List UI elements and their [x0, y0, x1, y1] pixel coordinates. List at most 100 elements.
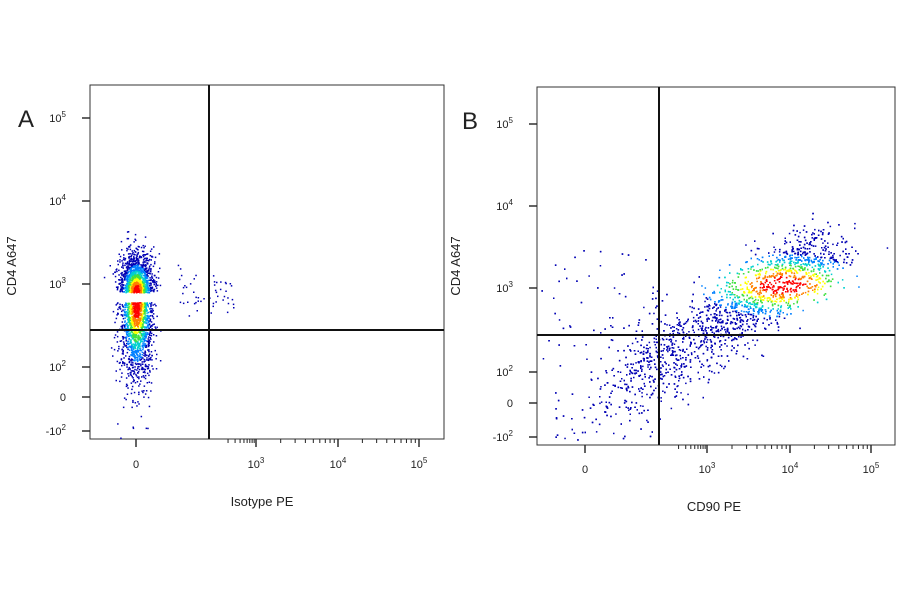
event-point: [140, 276, 143, 278]
event-point: [128, 246, 130, 248]
event-point: [148, 333, 151, 335]
event-point: [686, 348, 688, 350]
event-point: [144, 351, 147, 354]
event-point: [719, 312, 721, 314]
event-point: [144, 254, 147, 256]
event-point: [143, 322, 145, 324]
event-point: [142, 313, 144, 315]
event-point: [149, 337, 151, 339]
event-point: [662, 390, 664, 392]
event-point: [777, 329, 780, 332]
event-point: [704, 336, 706, 338]
event-point: [135, 239, 137, 242]
event-point: [142, 302, 144, 304]
event-point: [131, 388, 133, 391]
event-point: [140, 358, 143, 360]
event-point: [129, 266, 132, 269]
event-point: [148, 349, 150, 351]
event-point: [576, 280, 578, 282]
event-point: [150, 332, 153, 335]
event-point: [777, 308, 779, 310]
event-point: [124, 304, 126, 306]
event-point: [145, 332, 147, 335]
event-point: [655, 387, 657, 389]
event-point: [738, 299, 741, 302]
event-point: [717, 301, 720, 303]
event-point: [117, 423, 119, 425]
event-point: [823, 263, 825, 266]
event-point: [715, 319, 718, 321]
event-point: [133, 262, 135, 265]
event-point: [734, 282, 736, 284]
event-point: [750, 313, 753, 316]
event-point: [695, 346, 698, 348]
event-point: [130, 267, 132, 269]
event-point: [142, 263, 145, 266]
event-point: [200, 300, 202, 303]
event-point: [135, 312, 138, 314]
event-point: [706, 318, 708, 320]
event-point: [832, 254, 834, 257]
event-point: [135, 280, 138, 282]
event-point: [732, 317, 735, 320]
event-point: [748, 290, 751, 292]
event-point: [116, 314, 118, 316]
event-point: [140, 323, 143, 325]
event-point: [647, 409, 649, 411]
panel-b-letter: B: [462, 108, 479, 135]
event-point: [138, 246, 140, 248]
event-point: [131, 359, 133, 361]
event-point: [124, 284, 127, 287]
event-point: [189, 283, 192, 285]
event-point: [142, 391, 144, 394]
event-point: [121, 314, 124, 316]
event-point: [147, 311, 150, 314]
event-point: [129, 274, 132, 277]
event-point: [140, 312, 142, 315]
event-point: [151, 280, 154, 282]
event-point: [143, 257, 146, 260]
event-point: [112, 355, 114, 357]
event-point: [640, 428, 642, 430]
event-point: [857, 253, 859, 255]
event-point: [134, 332, 136, 334]
event-point: [816, 284, 818, 286]
event-point: [775, 271, 777, 273]
event-point: [148, 272, 150, 274]
event-point: [648, 312, 651, 315]
event-point: [732, 293, 734, 296]
event-point: [127, 311, 129, 314]
event-point: [124, 345, 126, 347]
event-point: [712, 316, 714, 319]
event-point: [768, 255, 770, 257]
event-point: [808, 272, 810, 274]
event-point: [142, 320, 144, 323]
event-point: [754, 330, 756, 332]
event-point: [122, 353, 124, 355]
event-point: [120, 290, 122, 292]
event-point: [179, 301, 182, 304]
event-point: [765, 270, 768, 273]
event-point: [132, 362, 134, 364]
event-point: [151, 328, 153, 330]
y-tick-label: 105: [49, 110, 66, 125]
event-point: [151, 354, 153, 357]
event-point: [662, 350, 664, 352]
event-point: [734, 337, 736, 339]
event-point: [146, 284, 149, 286]
event-point: [115, 317, 118, 320]
event-point: [653, 312, 655, 315]
event-point: [699, 325, 701, 327]
event-point: [144, 268, 147, 271]
event-point: [182, 286, 185, 289]
event-point: [138, 321, 140, 324]
event-point: [149, 371, 151, 373]
event-point: [131, 385, 134, 388]
event-point: [130, 254, 133, 257]
event-point: [719, 269, 721, 271]
event-point: [138, 259, 140, 262]
event-point: [713, 372, 716, 374]
event-point: [142, 345, 144, 348]
event-point: [689, 345, 691, 347]
event-point: [811, 237, 813, 239]
